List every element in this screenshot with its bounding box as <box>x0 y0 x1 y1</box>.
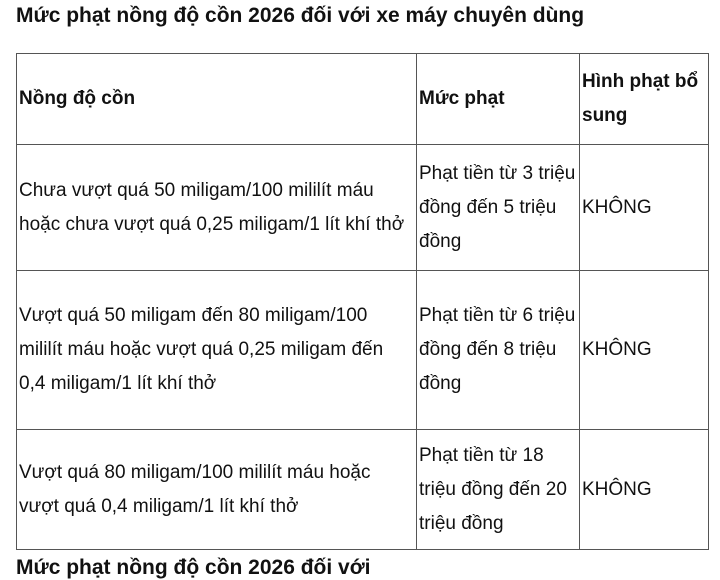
header-fine: Mức phạt <box>416 53 580 145</box>
table-header-row: Nồng độ cồn Mức phạt Hình phạt bổ sung <box>16 53 709 145</box>
cell-fine: Phạt tiền từ 6 triệu đồng đến 8 triệu đồ… <box>416 270 580 430</box>
header-additional-penalty: Hình phạt bổ sung <box>579 53 709 145</box>
next-section-heading: Mức phạt nồng độ cồn 2026 đối với <box>16 556 371 579</box>
cell-alcohol-level: Vượt quá 50 miligam đến 80 miligam/100 m… <box>16 270 417 430</box>
cell-additional-penalty: KHÔNG <box>579 270 709 430</box>
header-alcohol-level: Nồng độ cồn <box>16 53 417 145</box>
cell-additional-penalty: KHÔNG <box>579 144 709 271</box>
cell-fine: Phạt tiền từ 18 triệu đồng đến 20 triệu … <box>416 429 580 550</box>
table-row: Vượt quá 50 miligam đến 80 miligam/100 m… <box>16 270 709 430</box>
table-row: Vượt quá 80 miligam/100 mililít máu hoặc… <box>16 429 709 550</box>
cell-alcohol-level: Vượt quá 80 miligam/100 mililít máu hoặc… <box>16 429 417 550</box>
fine-table: Nồng độ cồn Mức phạt Hình phạt bổ sung C… <box>16 53 709 550</box>
cell-additional-penalty: KHÔNG <box>579 429 709 550</box>
cell-fine: Phạt tiền từ 3 triệu đồng đến 5 triệu đồ… <box>416 144 580 271</box>
table-row: Chưa vượt quá 50 miligam/100 mililít máu… <box>16 144 709 271</box>
section-title: Mức phạt nồng độ cồn 2026 đối với xe máy… <box>16 4 585 27</box>
cell-alcohol-level: Chưa vượt quá 50 miligam/100 mililít máu… <box>16 144 417 271</box>
